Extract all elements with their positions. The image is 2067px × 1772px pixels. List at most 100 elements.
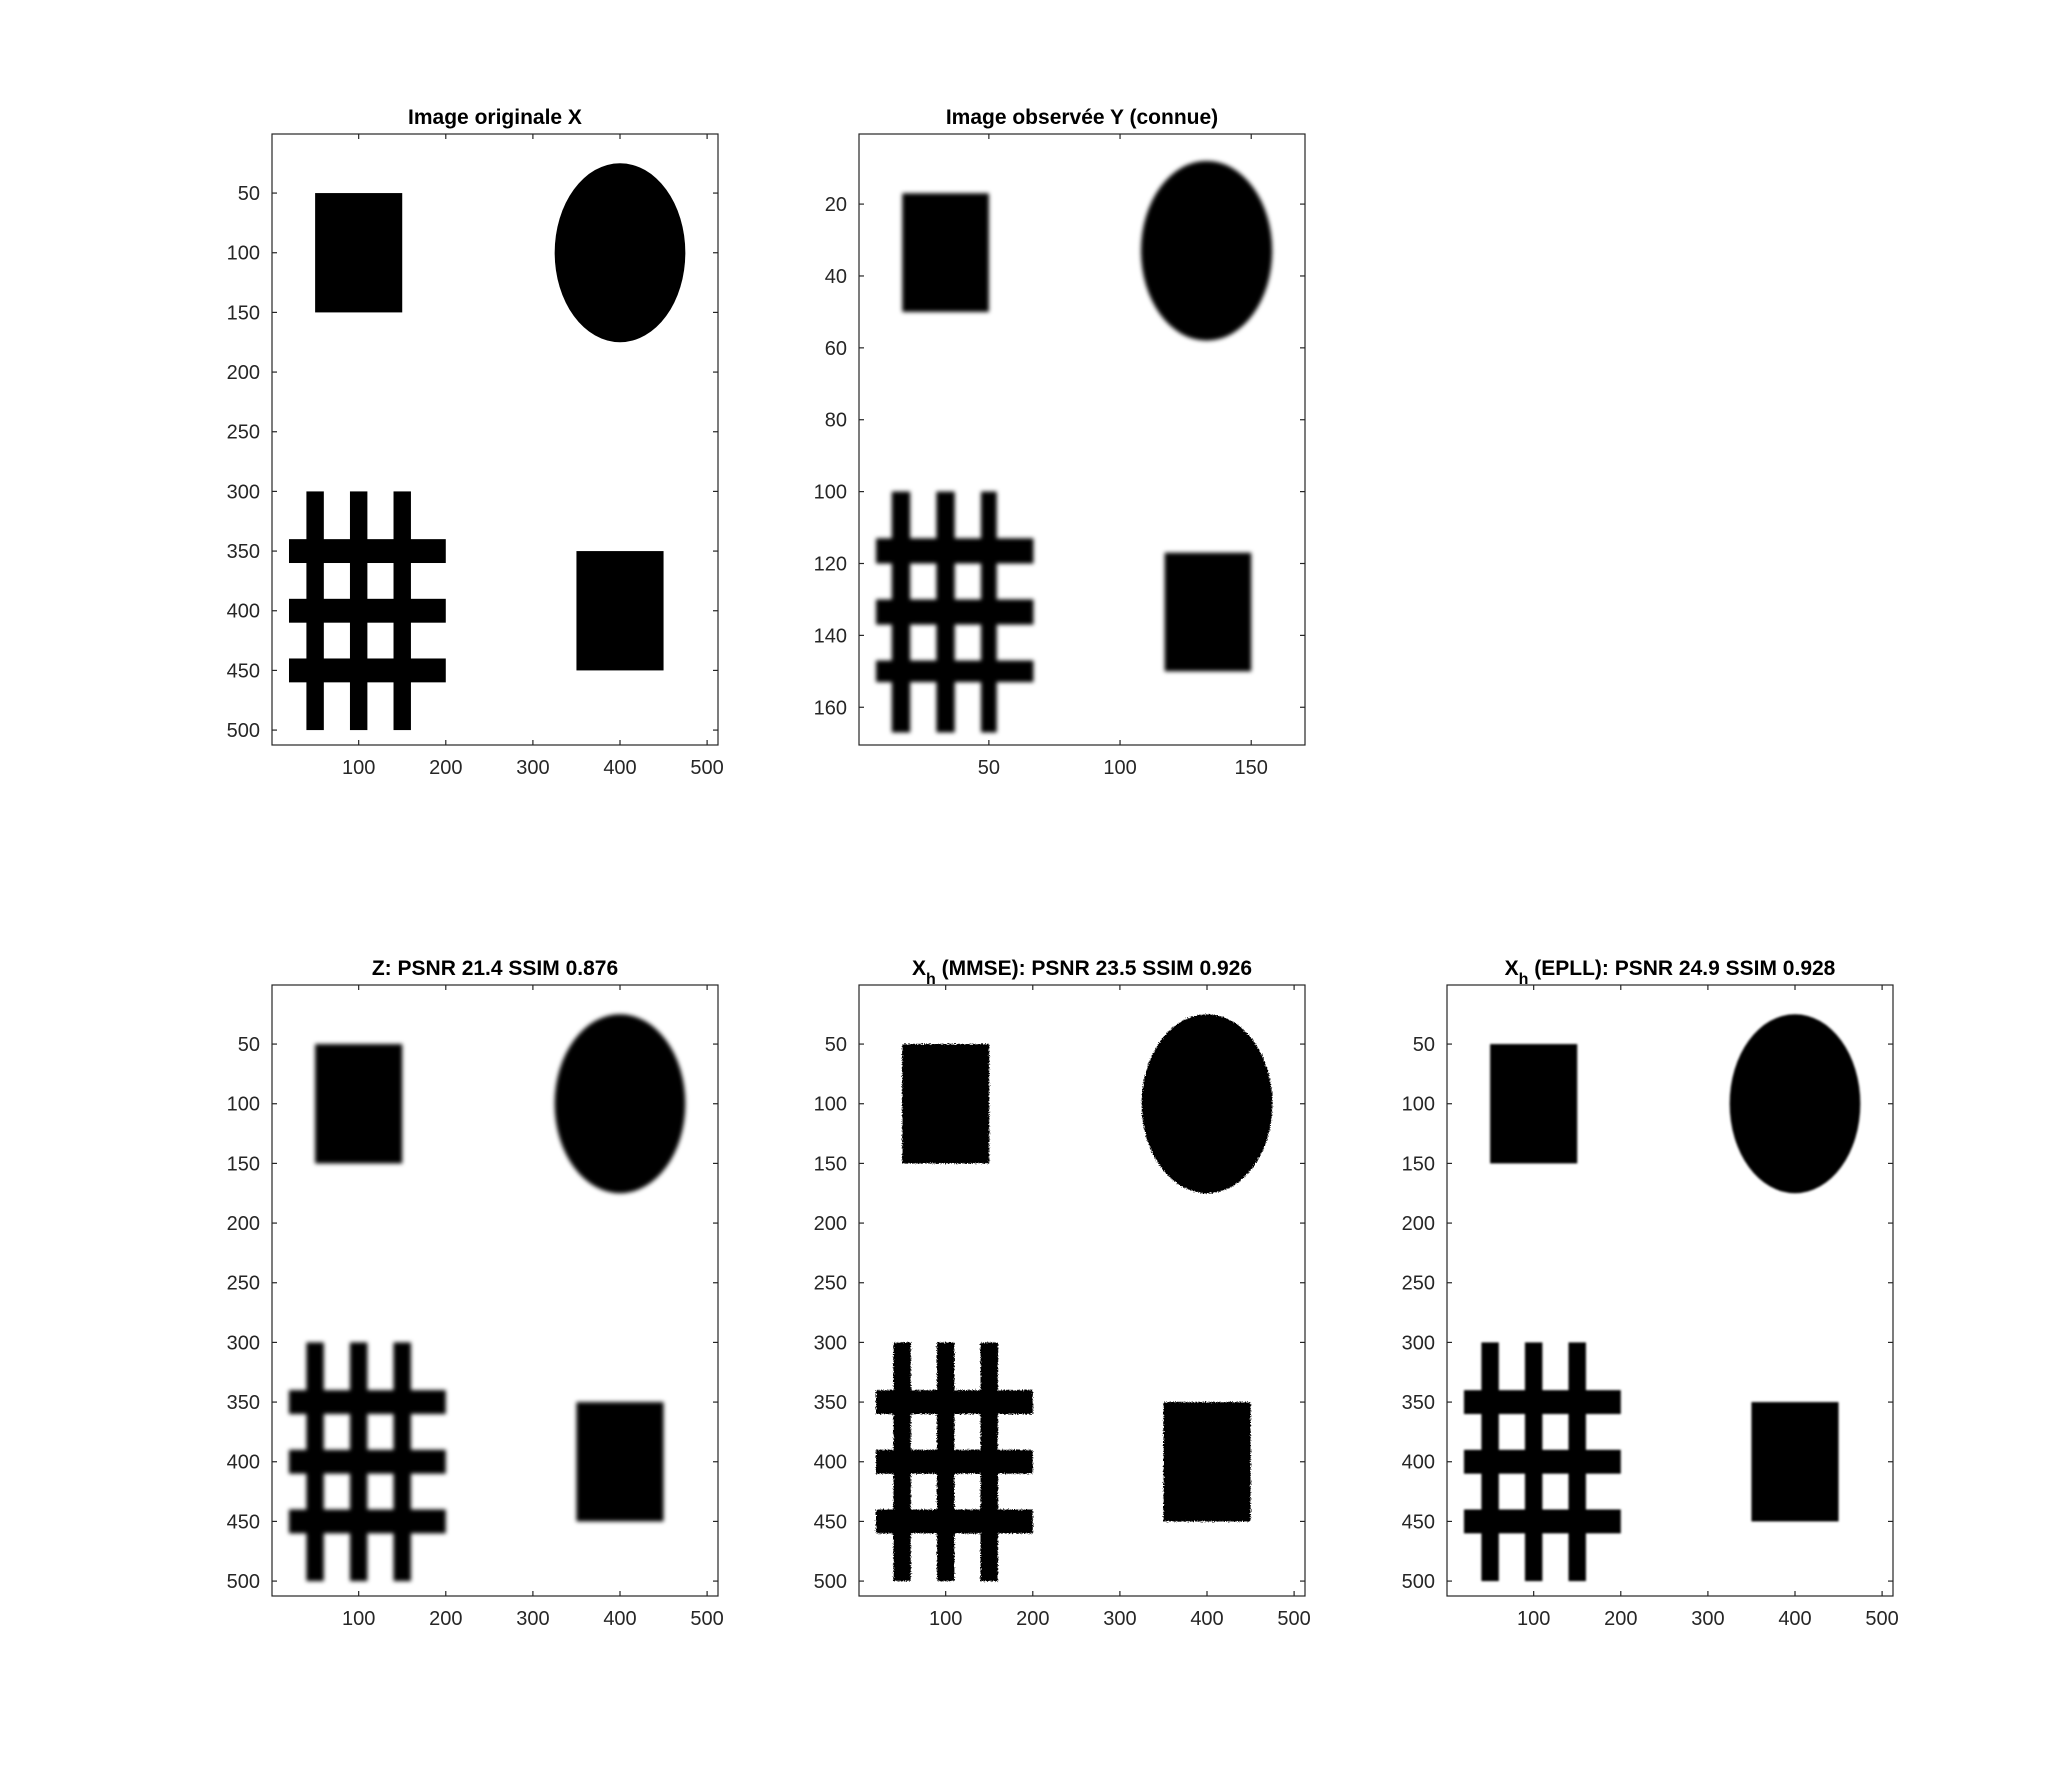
panel-epll: 100 200 300 400 500 50 100 150 200 250 300 350 400 45… <box>1402 957 1899 1630</box>
grid-horizontal-bar <box>1463 1449 1621 1474</box>
x-tick-label: 100 <box>1103 757 1136 779</box>
title-segment: X <box>912 957 926 980</box>
y-tick-label: 400 <box>1402 1452 1435 1474</box>
y-tick-label: 80 <box>825 410 847 432</box>
title-segment: Image originale X <box>408 106 582 129</box>
y-tick-label: 300 <box>227 1332 260 1354</box>
rectangle-shape <box>315 1044 403 1164</box>
y-tick-label: 40 <box>825 266 847 288</box>
title-subscript: h <box>926 971 936 988</box>
rectangle-shape <box>902 1044 990 1164</box>
panel-title: Z: PSNR 21.4 SSIM 0.876 <box>372 957 618 980</box>
x-tick-label: 200 <box>429 1608 462 1630</box>
y-tick-label: 250 <box>227 1273 260 1295</box>
x-tick-label: 200 <box>429 757 462 779</box>
y-tick-label: 100 <box>814 1094 847 1116</box>
x-tick-label: 100 <box>1517 1608 1550 1630</box>
x-tick-label: 150 <box>1235 757 1268 779</box>
y-tick-label: 150 <box>1402 1153 1435 1175</box>
x-tick-label: 300 <box>1691 1608 1724 1630</box>
title-segment: Image observée Y (connue) <box>946 106 1218 129</box>
y-tick-label: 150 <box>814 1153 847 1175</box>
axes-box <box>1446 984 1894 1597</box>
panel-title: Image observée Y (connue) <box>946 106 1218 129</box>
grid-horizontal-bar <box>1463 1509 1621 1534</box>
rectangle-shape <box>1164 552 1252 672</box>
y-tick-label: 100 <box>227 243 260 265</box>
y-tick-label: 160 <box>814 697 847 719</box>
panel-title: Xh (MMSE): PSNR 23.5 SSIM 0.926 <box>912 957 1252 988</box>
y-tick-label: 140 <box>814 625 847 647</box>
x-tick-label: 200 <box>1016 1608 1049 1630</box>
x-tick-label: 100 <box>342 757 375 779</box>
hash-grid-shape <box>876 491 1034 733</box>
axes-box <box>271 984 719 1597</box>
y-tick-label: 200 <box>1402 1213 1435 1235</box>
y-tick-label: 100 <box>227 1094 260 1116</box>
grid-horizontal-bar <box>876 538 1034 564</box>
x-tick-label: 500 <box>1865 1608 1898 1630</box>
y-tick-label: 450 <box>814 1511 847 1533</box>
hash-grid-shape <box>288 491 446 731</box>
y-tick-label: 150 <box>227 302 260 324</box>
rectangle-shape <box>576 1402 664 1522</box>
image-content <box>1447 985 1893 1596</box>
y-tick-label: 200 <box>227 1213 260 1235</box>
y-tick-label: 450 <box>1402 1511 1435 1533</box>
x-tick-label: 100 <box>929 1608 962 1630</box>
rectangle-shape <box>902 193 989 312</box>
grid-horizontal-bar <box>288 1449 446 1474</box>
grid-horizontal-bar <box>875 1449 1033 1474</box>
y-tick-label: 350 <box>1402 1392 1435 1414</box>
y-tick-label: 300 <box>227 481 260 503</box>
image-content <box>272 134 718 745</box>
rectangle-shape <box>576 551 664 671</box>
x-tick-label: 300 <box>1103 1608 1136 1630</box>
y-tick-label: 500 <box>227 720 260 742</box>
panel-title: Image originale X <box>408 106 582 129</box>
grid-horizontal-bar <box>875 1390 1033 1415</box>
y-tick-label: 20 <box>825 194 847 216</box>
rectangle-shape <box>315 193 403 313</box>
y-tick-label: 50 <box>825 1034 847 1056</box>
panel-mmse: 100 200 300 400 500 50 100 150 200 250 300 350 400 45… <box>814 957 1311 1630</box>
y-tick-label: 300 <box>814 1332 847 1354</box>
y-tick-label: 200 <box>814 1213 847 1235</box>
grid-horizontal-bar <box>876 660 1034 683</box>
ellipse-shape <box>1729 1014 1861 1194</box>
x-tick-label: 400 <box>1190 1608 1223 1630</box>
title-segment: X <box>1505 957 1519 980</box>
x-tick-label: 400 <box>603 1608 636 1630</box>
hash-grid-shape <box>1463 1342 1621 1582</box>
panel-title: Xh (EPLL): PSNR 24.9 SSIM 0.928 <box>1505 957 1836 988</box>
y-tick-label: 300 <box>1402 1332 1435 1354</box>
x-tick-label: 200 <box>1604 1608 1637 1630</box>
ellipse-shape <box>554 1014 686 1194</box>
x-tick-label: 300 <box>516 1608 549 1630</box>
y-tick-label: 250 <box>227 422 260 444</box>
grid-horizontal-bar <box>1463 1390 1621 1415</box>
hash-grid-shape <box>875 1342 1033 1582</box>
x-tick-label: 400 <box>1778 1608 1811 1630</box>
y-tick-label: 400 <box>814 1452 847 1474</box>
x-tick-label: 500 <box>690 757 723 779</box>
y-tick-label: 500 <box>227 1571 260 1593</box>
x-tick-label: 400 <box>603 757 636 779</box>
ellipse-shape <box>1141 160 1273 341</box>
title-segment: (MMSE): PSNR 23.5 SSIM 0.926 <box>936 957 1252 980</box>
axes-box <box>858 984 1306 1597</box>
x-tick-label: 100 <box>342 1608 375 1630</box>
panel-z: 100 200 300 400 500 50 100 150 200 250 300 350 400 45… <box>227 957 724 1630</box>
y-tick-label: 200 <box>227 362 260 384</box>
y-tick-label: 60 <box>825 338 847 360</box>
y-tick-label: 150 <box>227 1153 260 1175</box>
y-tick-label: 250 <box>814 1273 847 1295</box>
x-tick-label: 500 <box>1277 1608 1310 1630</box>
grid-horizontal-bar <box>288 658 446 683</box>
title-segment: (EPLL): PSNR 24.9 SSIM 0.928 <box>1528 957 1835 980</box>
y-tick-label: 350 <box>814 1392 847 1414</box>
image-content <box>859 134 1305 745</box>
panel-original: 100 200 300 400 500 50 100 150 200 250 300 350 400 45… <box>227 106 724 779</box>
y-tick-label: 250 <box>1402 1273 1435 1295</box>
